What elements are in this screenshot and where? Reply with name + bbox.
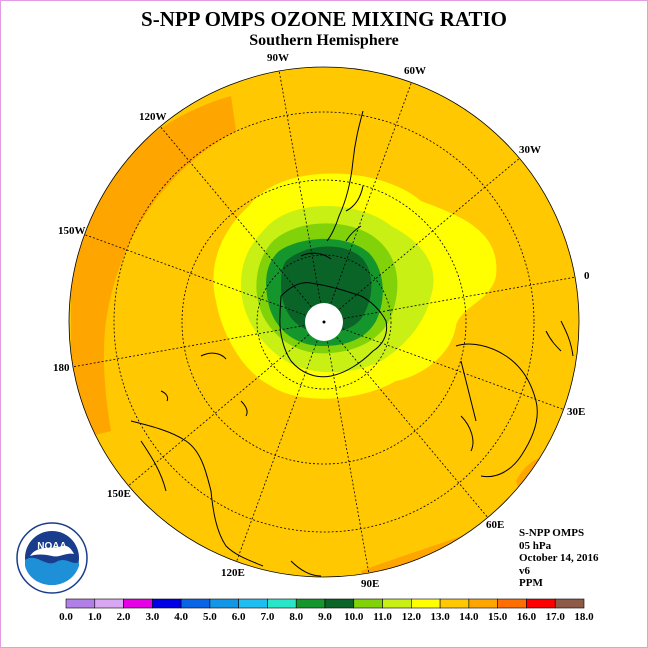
colorbar-label: 4.0 [174, 611, 188, 623]
colorbar-box [353, 598, 383, 609]
noaa-logo: NOAA [16, 522, 88, 594]
colorbar-box [497, 598, 527, 609]
colorbar-box [65, 598, 96, 609]
lon-label-60w: 60W [404, 65, 426, 77]
colorbar-box [267, 598, 297, 609]
colorbar-box [180, 598, 211, 609]
colorbar-label: 0.0 [59, 611, 73, 623]
lon-label-180: 180 [53, 362, 70, 374]
colorbar-box [324, 598, 355, 609]
product-info: S-NPP OMPS 05 hPa October 14, 2016 v6 PP… [519, 527, 599, 590]
colorbar-box [439, 598, 470, 609]
colorbar-boxes [65, 598, 585, 609]
colorbar-label: 15.0 [488, 611, 508, 623]
info-level: 05 hPa [519, 539, 552, 552]
lon-label-90e: 90E [361, 578, 379, 590]
colorbar-labels: 0.0 1.0 2.0 3.0 4.0 5.0 6.0 7.0 8.0 9.0 10.0 11.0 12… [59, 611, 594, 623]
ozone-field-8-9 [281, 246, 372, 333]
colorbar-box [238, 598, 268, 609]
graticule [71, 69, 577, 575]
colorbar-box [295, 598, 326, 609]
info-version: v6 [519, 564, 530, 577]
colorbar-box [94, 598, 124, 609]
lon-label-0: 0 [584, 270, 590, 282]
colorbar-label: 12.0 [402, 611, 422, 623]
colorbar-box [152, 598, 182, 609]
colorbar-label: 9.0 [318, 611, 332, 623]
colorbar-label: 6.0 [232, 611, 246, 623]
colorbar-label: 5.0 [203, 611, 217, 623]
colorbar-box [468, 598, 498, 609]
colorbar-label: 8.0 [289, 611, 303, 623]
noaa-logo-text: NOAA [37, 541, 66, 552]
colorbar-label: 14.0 [459, 611, 479, 623]
lon-label-120w: 120W [139, 111, 167, 123]
lon-label-150e: 150E [107, 488, 131, 500]
south-pole-marker [322, 320, 326, 324]
colorbar-box [554, 598, 585, 609]
colorbar-label: 17.0 [546, 611, 566, 623]
colorbar-label: 13.0 [430, 611, 450, 623]
colorbar-box [123, 598, 153, 609]
lon-label-30w: 30W [519, 144, 541, 156]
colorbar-label: 18.0 [574, 611, 594, 623]
map-title: S-NPP OMPS OZONE MIXING RATIO [141, 7, 507, 31]
info-units: PPM [519, 577, 543, 589]
lon-label-90w: 90W [267, 52, 289, 64]
map-boundary [68, 66, 580, 578]
info-product: S-NPP OMPS [519, 527, 585, 539]
colorbar-label: 2.0 [117, 611, 131, 623]
lon-label-120e: 120E [221, 567, 245, 579]
lon-label-30e: 30E [567, 406, 585, 418]
map-subtitle: Southern Hemisphere [249, 32, 399, 49]
colorbar-label: 10.0 [344, 611, 364, 623]
colorbar-label: 1.0 [88, 611, 102, 623]
lon-label-60e: 60E [486, 519, 504, 531]
colorbar-label: 3.0 [145, 611, 159, 623]
ozone-field-14-15-west [70, 96, 237, 441]
info-date: October 14, 2016 [519, 552, 599, 564]
colorbar-label: 7.0 [261, 611, 275, 623]
colorbar-label: 11.0 [373, 611, 392, 623]
colorbar-label: 16.0 [517, 611, 537, 623]
colorbar-box [526, 598, 556, 609]
colorbar-box [209, 598, 239, 609]
lon-label-150w: 150W [58, 225, 86, 237]
colorbar-box [411, 598, 441, 609]
colorbar-box [382, 598, 412, 609]
